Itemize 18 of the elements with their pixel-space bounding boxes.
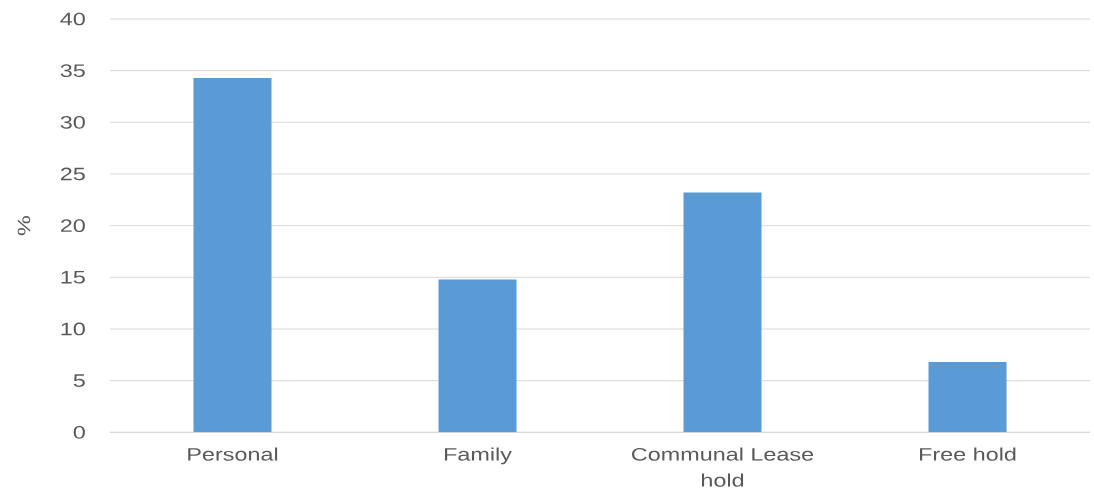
y-tick-label: 15 (61, 271, 85, 284)
y-tick-label: 5 (73, 374, 85, 387)
bar (683, 192, 762, 433)
x-tick-label: Personal (188, 447, 278, 461)
y-tick-label: 20 (60, 219, 85, 233)
bar (193, 77, 272, 433)
y-tick-label: 40 (60, 12, 85, 26)
y-tick-label: 35 (60, 64, 85, 78)
y-tick-label: 10 (61, 322, 85, 336)
bar (928, 362, 1007, 433)
x-tick-label: Free hold (920, 447, 1016, 461)
y-tick-label: 30 (60, 115, 85, 129)
x-tick-label: Communal Lease hold (631, 447, 814, 487)
bar (438, 279, 517, 433)
y-tick-label: 0 (73, 425, 85, 439)
x-tick-label: Family (444, 447, 512, 465)
y-tick-label: 25 (60, 167, 85, 181)
y-axis-title: % (17, 216, 31, 236)
